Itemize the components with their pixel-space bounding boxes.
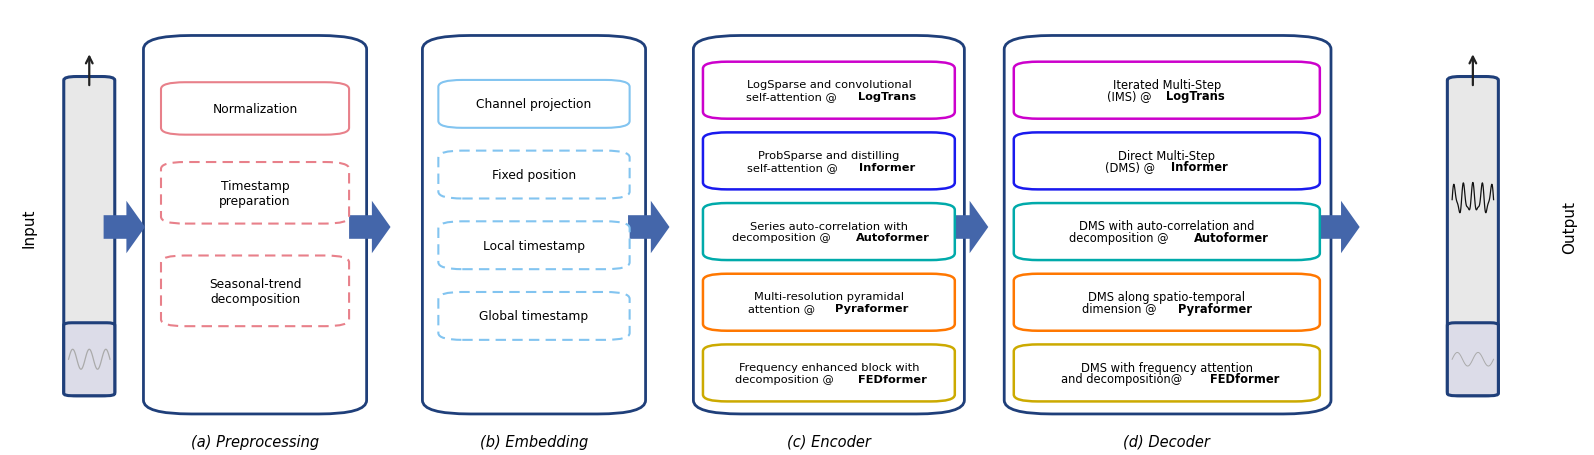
Text: Autoformer: Autoformer [1194,231,1269,244]
Text: decomposition @: decomposition @ [1068,231,1168,244]
Text: ProbSparse and distilling: ProbSparse and distilling [759,151,899,161]
FancyBboxPatch shape [703,345,955,402]
Text: Fixed position: Fixed position [493,169,575,182]
Text: (IMS) @: (IMS) @ [1106,90,1151,103]
Text: Pyraformer: Pyraformer [835,303,909,313]
Text: Input: Input [21,208,37,247]
Text: Local timestamp: Local timestamp [483,239,585,252]
Text: Iterated Multi-Step: Iterated Multi-Step [1113,79,1221,92]
FancyBboxPatch shape [1447,323,1498,396]
Text: LogTrans: LogTrans [858,92,917,102]
FancyBboxPatch shape [1014,204,1320,260]
Text: self-attention @: self-attention @ [746,92,837,102]
Text: and decomposition@: and decomposition@ [1062,372,1183,385]
FancyBboxPatch shape [1014,133,1320,190]
Text: Normalization: Normalization [212,103,298,116]
Text: Informer: Informer [859,162,915,172]
Text: Global timestamp: Global timestamp [480,310,588,323]
Text: decomposition @: decomposition @ [735,374,834,384]
Text: DMS along spatio-temporal: DMS along spatio-temporal [1089,290,1245,303]
Text: DMS with frequency attention: DMS with frequency attention [1081,361,1253,374]
FancyBboxPatch shape [161,256,349,327]
Polygon shape [947,201,988,254]
FancyBboxPatch shape [64,77,115,396]
FancyBboxPatch shape [1014,345,1320,402]
Text: decomposition @: decomposition @ [732,233,830,243]
Text: Frequency enhanced block with: Frequency enhanced block with [738,362,920,372]
Text: Timestamp
preparation: Timestamp preparation [220,179,290,207]
FancyBboxPatch shape [693,36,964,414]
Text: Multi-resolution pyramidal: Multi-resolution pyramidal [754,292,904,302]
Polygon shape [628,201,669,254]
Text: dimension @: dimension @ [1082,302,1156,315]
Polygon shape [349,201,391,254]
FancyBboxPatch shape [703,274,955,331]
Text: (c) Encoder: (c) Encoder [787,434,870,449]
Text: FEDformer: FEDformer [1210,372,1280,385]
FancyBboxPatch shape [438,151,630,199]
FancyBboxPatch shape [703,204,955,260]
Text: (b) Embedding: (b) Embedding [480,434,588,449]
Text: FEDformer: FEDformer [858,374,928,384]
FancyBboxPatch shape [161,83,349,136]
FancyBboxPatch shape [64,323,115,396]
FancyBboxPatch shape [438,81,630,128]
Text: (d) Decoder: (d) Decoder [1124,434,1210,449]
Text: LogTrans: LogTrans [1167,90,1224,103]
Text: (DMS) @: (DMS) @ [1105,161,1156,174]
Text: Channel projection: Channel projection [477,98,591,111]
FancyBboxPatch shape [422,36,646,414]
Text: Seasonal-trend
decomposition: Seasonal-trend decomposition [209,277,301,305]
FancyBboxPatch shape [1014,62,1320,119]
FancyBboxPatch shape [161,163,349,224]
FancyBboxPatch shape [438,293,630,340]
Text: self-attention @: self-attention @ [748,162,838,172]
Polygon shape [1318,201,1360,254]
FancyBboxPatch shape [1447,77,1498,396]
FancyBboxPatch shape [143,36,367,414]
Text: Informer: Informer [1170,161,1227,174]
FancyBboxPatch shape [1014,274,1320,331]
FancyBboxPatch shape [1004,36,1331,414]
Text: (a) Preprocessing: (a) Preprocessing [191,434,319,449]
Text: Direct Multi-Step: Direct Multi-Step [1119,149,1215,162]
Text: LogSparse and convolutional: LogSparse and convolutional [746,80,912,90]
Text: Series auto-correlation with: Series auto-correlation with [749,221,909,231]
Text: Pyraformer: Pyraformer [1178,302,1251,315]
Text: Autoformer: Autoformer [856,233,929,243]
Text: DMS with auto-correlation and: DMS with auto-correlation and [1079,220,1254,233]
Text: attention @: attention @ [748,303,815,313]
Polygon shape [104,201,145,254]
FancyBboxPatch shape [703,133,955,190]
FancyBboxPatch shape [703,62,955,119]
Text: Output: Output [1562,201,1578,254]
FancyBboxPatch shape [438,222,630,269]
